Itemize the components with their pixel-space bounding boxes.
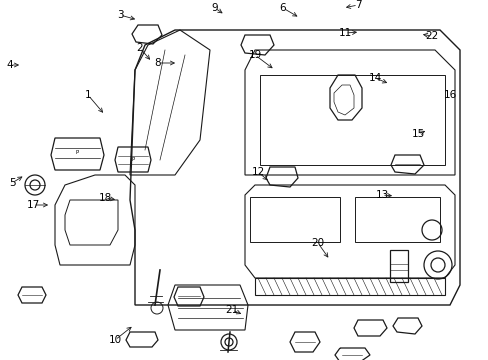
- Text: 11: 11: [338, 28, 351, 38]
- Text: 10: 10: [108, 335, 122, 345]
- Text: 16: 16: [443, 90, 456, 100]
- Text: 20: 20: [311, 238, 324, 248]
- Text: 6: 6: [279, 3, 286, 13]
- Text: 12: 12: [251, 167, 264, 177]
- Text: 3: 3: [117, 10, 123, 20]
- Text: 13: 13: [375, 190, 388, 200]
- Text: 4: 4: [7, 60, 13, 70]
- Text: 1: 1: [84, 90, 91, 100]
- Bar: [260, 75, 444, 165]
- Bar: [354, 197, 439, 242]
- Text: 19: 19: [248, 50, 261, 60]
- Text: 22: 22: [425, 31, 438, 41]
- Text: P: P: [75, 150, 79, 156]
- Bar: [389, 250, 407, 282]
- Text: 5: 5: [9, 178, 15, 188]
- Text: 8: 8: [154, 58, 161, 68]
- Text: 2: 2: [137, 43, 143, 53]
- Text: 14: 14: [367, 73, 381, 83]
- Bar: [254, 278, 444, 295]
- Bar: [249, 197, 339, 242]
- Text: 17: 17: [26, 200, 40, 210]
- Text: P: P: [131, 157, 134, 162]
- Text: 9: 9: [211, 3, 218, 13]
- Text: 7: 7: [354, 0, 361, 10]
- Text: 21: 21: [225, 305, 238, 315]
- Text: 15: 15: [410, 129, 424, 139]
- Text: 18: 18: [98, 193, 111, 203]
